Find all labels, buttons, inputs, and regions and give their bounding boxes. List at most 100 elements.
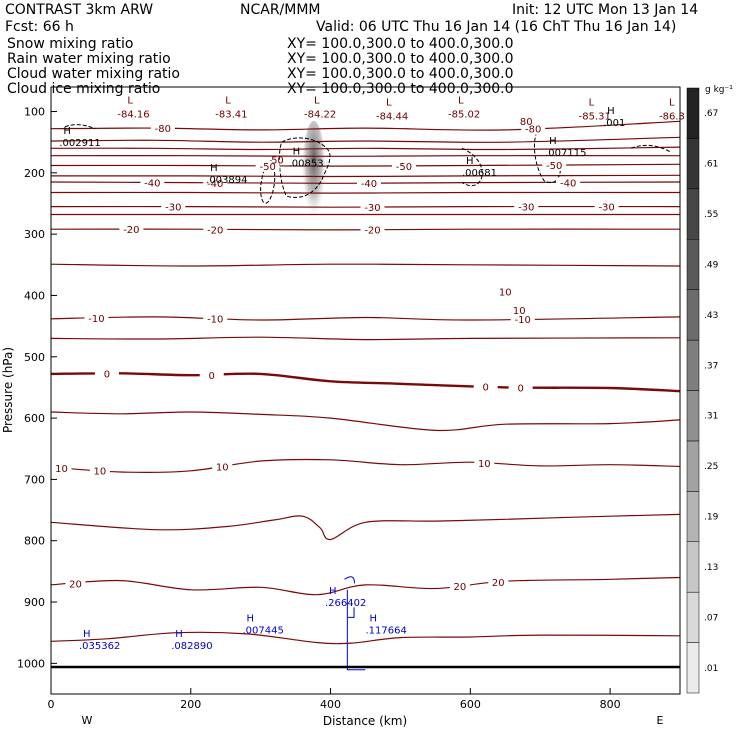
low-marker-3: L	[386, 98, 392, 109]
field-name-2: Cloud water mixing ratio	[7, 66, 180, 82]
org-title: NCAR/MMM	[240, 2, 321, 18]
field-xy-3: XY= 100.0,300.0 to 400.0,300.0	[287, 81, 514, 97]
isotherm-label-bg-0-1	[199, 369, 224, 381]
isotherm-label--10-1: -10	[207, 315, 223, 326]
isotherm-label-bg-20-2	[488, 576, 509, 588]
low-value-0: -84.16	[117, 110, 149, 121]
isotherm-label--50-2: -50	[546, 161, 562, 172]
isotherm-label-bg--20-0	[119, 224, 144, 236]
y-tick-label-0: 100	[24, 106, 45, 119]
colorbar-label-2: .13	[704, 563, 718, 573]
low-marker-5: L	[589, 98, 595, 109]
isotherm-label-20-2: 20	[492, 578, 505, 589]
isotherm-label-bg--40-0	[140, 177, 165, 189]
isotherm-label-10-2: 10	[216, 462, 229, 473]
colorbar-swatch-6	[686, 339, 700, 391]
y-tick-label-6: 700	[24, 473, 45, 486]
isotherm-m50	[50, 163, 681, 167]
snow-high-marker-4: H	[549, 136, 557, 147]
colorbar-swatch-2	[686, 541, 700, 593]
isotherm-m10	[50, 316, 681, 321]
colorbar-label-11: .67	[704, 109, 718, 119]
isotherm-m70	[50, 136, 681, 143]
snow-high-marker-2: H	[293, 146, 301, 157]
field-name-0: Snow mixing ratio	[7, 36, 133, 52]
low-marker-4: L	[458, 96, 464, 107]
isotherm-label--50-1: -50	[396, 162, 412, 173]
extra-label-2: 10	[499, 287, 512, 298]
isotherm-label-bg--10-2	[510, 314, 535, 326]
colorbar: .01 .07 .13 .19 .25 .31 .37 .43 .49 .55 .61 .67	[686, 87, 719, 694]
x-tick-label-1: 200	[180, 698, 201, 711]
isotherm-label--30-3: -30	[598, 203, 614, 214]
y-tick-label-4: 500	[24, 351, 45, 364]
colorbar-label-3: .19	[704, 513, 719, 523]
isotherm-label-bg--50-0	[255, 160, 280, 172]
extra-label-3: 10	[513, 306, 526, 317]
colorbar-label-5: .31	[704, 412, 718, 422]
isotherm-label--40-3: -40	[560, 178, 576, 189]
isotherm-label--40-0: -40	[144, 178, 160, 189]
isotherm-label-0-0: 0	[104, 369, 110, 380]
colorbar-label-9: .55	[704, 210, 718, 220]
cloud-water-high-value-1: .082890	[171, 641, 212, 652]
isotherm-label--30-2: -30	[518, 203, 534, 214]
isotherm-label-0-1: 0	[209, 371, 215, 382]
isotherm-label--50-0: -50	[259, 162, 275, 173]
isotherm-label-bg--40-1	[203, 177, 228, 189]
snow-high-marker-1: H	[210, 163, 218, 174]
colorbar-swatch-0	[686, 642, 700, 694]
moisture-contours	[64, 124, 672, 671]
snow-high-marker-0: H	[63, 126, 71, 137]
isotherm-m45	[50, 174, 681, 178]
x-tick-label-0: 0	[48, 698, 55, 711]
cloud-water-high-marker-3: H	[329, 586, 337, 597]
colorbar-swatch-10	[686, 138, 700, 190]
isotherm-label-bg-10-1	[89, 465, 110, 477]
y-tick-label-7: 800	[24, 535, 45, 548]
snow-contour-2	[461, 147, 483, 187]
isotherm-label-20-0: 20	[69, 579, 82, 590]
isotherm-label-bg--30-0	[161, 201, 186, 213]
extra-label-0: 50	[271, 156, 284, 167]
snow-high-value-2: .00853	[289, 158, 324, 169]
y-tick-label-9: 1000	[17, 657, 45, 670]
isotherm-m30	[50, 205, 681, 208]
isotherm-label--40-1: -40	[207, 179, 223, 190]
isotherm-15	[50, 513, 681, 541]
colorbar-label-7: .43	[704, 311, 718, 321]
colorbar-label-10: .61	[704, 160, 718, 170]
field-xy-2: XY= 100.0,300.0 to 400.0,300.0	[287, 66, 514, 82]
isotherm-25	[50, 631, 681, 645]
plot-frame	[50, 86, 681, 695]
snow-high-value-1: .003894	[206, 175, 247, 186]
field-name-3: Cloud ice mixing ratio	[7, 81, 160, 97]
isotherm-label-bg-10-2	[212, 461, 233, 473]
isotherm-label-bg--80-0	[150, 123, 175, 135]
colorbar-swatch-3	[686, 491, 700, 543]
snow-high-value-4: .007115	[545, 148, 586, 159]
snow-high-value-3: .00681	[462, 168, 497, 179]
isotherm-label--10-0: -10	[88, 314, 104, 325]
isotherm-label-bg--20-1	[203, 224, 228, 236]
low-marker-1: L	[225, 96, 231, 107]
low-value-2: -84.22	[304, 110, 336, 121]
isotherm-label--20-0: -20	[123, 225, 139, 236]
field-name-1: Rain water mixing ratio	[7, 51, 171, 67]
temperature-isotherms	[50, 120, 681, 645]
snow-contour-3	[533, 126, 562, 184]
low-value-6: -86.3	[659, 112, 685, 123]
isotherm-label-bg--30-3	[594, 201, 619, 213]
field-xy-0: XY= 100.0,300.0 to 400.0,300.0	[287, 36, 514, 52]
isotherm-label-bg--40-3	[556, 177, 581, 189]
isotherm-m35	[50, 191, 681, 194]
isotherm-label-bg--40-2	[356, 178, 381, 190]
axes: 0 200 400 600 800100200300400500600700800900…	[17, 106, 621, 711]
isotherm-5	[50, 411, 681, 432]
low-value-4: -85.02	[448, 110, 480, 121]
west-label: W	[82, 714, 93, 727]
snow-contour-5	[630, 144, 672, 153]
snow-contour-0	[278, 137, 331, 198]
